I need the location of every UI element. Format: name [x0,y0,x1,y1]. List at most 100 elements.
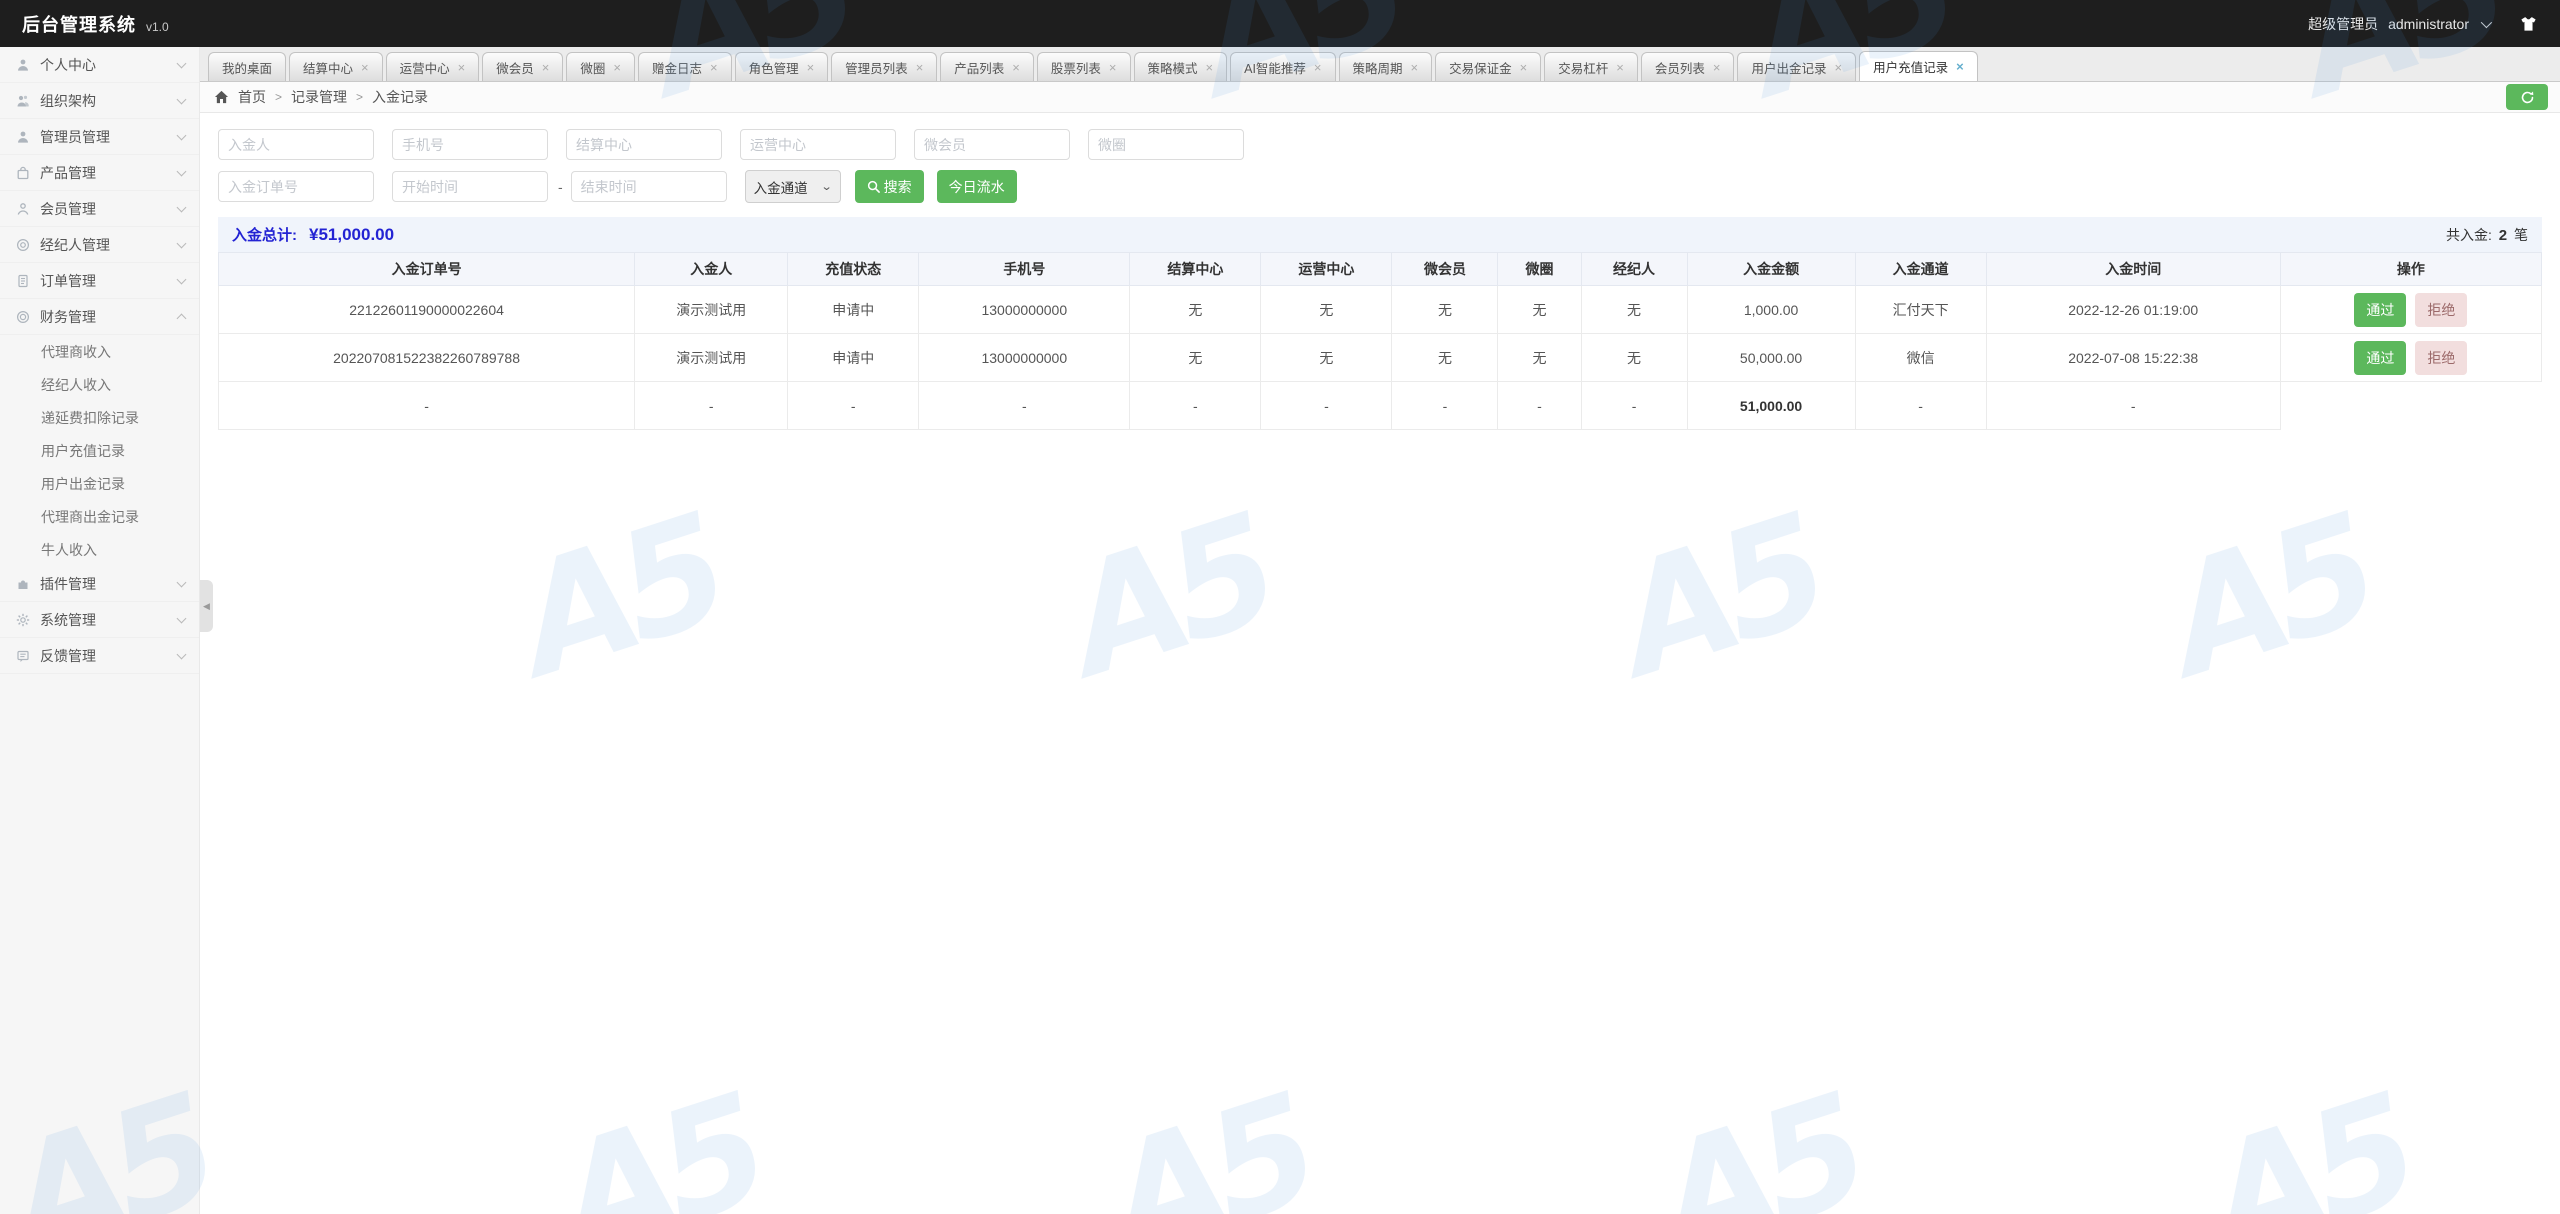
table-cell: 2022-12-26 01:19:00 [1985,285,2281,334]
theme-shirt-icon[interactable] [2519,15,2538,32]
tab-管理员列表[interactable]: 管理员列表 × [831,52,938,81]
filter-input[interactable] [740,129,896,160]
tab-close-icon[interactable]: × [1956,59,1964,74]
breadcrumb-item[interactable]: 首页 [238,89,266,105]
column-header: 结算中心 [1129,252,1262,286]
tab-结算中心[interactable]: 结算中心 × [289,52,383,81]
breadcrumb-item[interactable]: 入金记录 [372,89,429,105]
sidebar-subitem[interactable]: 递延费扣除记录 [0,401,199,434]
tab-产品列表[interactable]: 产品列表 × [940,52,1034,81]
tab-用户充值记录[interactable]: 用户充值记录 × [1859,51,1978,81]
tab-close-icon[interactable]: × [1834,59,1843,75]
tab-close-icon[interactable]: × [613,59,621,75]
tab-close-icon[interactable]: × [1108,59,1117,75]
tab-close-icon[interactable]: × [1410,59,1419,75]
refresh-button[interactable] [2506,84,2548,110]
sidebar-item-org[interactable]: 组织架构 [0,83,199,119]
tab-微会员[interactable]: 微会员 × [482,52,564,81]
tab-close-icon[interactable]: × [1519,59,1528,75]
breadcrumb-item[interactable]: 记录管理 [291,89,348,105]
tab-close-icon[interactable]: × [709,59,718,75]
tab-close-icon[interactable]: × [1012,59,1020,75]
filter-input[interactable] [914,129,1070,160]
sidebar-item-finance[interactable]: 财务管理 [0,299,199,335]
tab-AI智能推荐[interactable]: AI智能推荐 × [1230,52,1336,81]
table-cell: 22122601190000022604 [217,285,636,334]
tab-策略周期[interactable]: 策略周期 × [1338,52,1433,81]
sidebar-item-label: 插件管理 [40,575,96,592]
sidebar-item-broker[interactable]: 经纪人管理 [0,227,199,263]
sidebar-item-order[interactable]: 订单管理 [0,263,199,299]
end-time-input[interactable] [570,171,727,202]
reject-button[interactable]: 拒绝 [2415,292,2468,327]
tab-close-icon[interactable]: × [1616,59,1624,75]
finance-icon [16,309,31,324]
tab-角色管理[interactable]: 角色管理 × [734,52,829,81]
chevron-down-icon [176,58,187,68]
deposit-summary-band: 入金总计: ¥51,000.00 共入金: 2 笔 [218,217,2542,252]
sidebar-item-label: 组织架构 [40,92,96,109]
sidebar-subitem[interactable]: 代理商出金记录 [0,500,199,533]
tab-close-icon[interactable]: × [457,59,466,75]
sidebar-subitem[interactable]: 用户充值记录 [0,434,199,467]
filter-input[interactable] [392,129,548,160]
order-icon [16,273,31,288]
tab-赠金日志[interactable]: 赠金日志 × [637,52,732,81]
plugin-icon [16,576,31,591]
tab-close-icon[interactable]: × [1712,59,1721,75]
tab-交易保证金[interactable]: 交易保证金 × [1435,52,1542,81]
feedback-icon [16,648,31,663]
tab-label: 策略周期 [1352,61,1403,76]
today-flow-button[interactable]: 今日流水 [936,170,1017,203]
sidebar-item-admin[interactable]: 管理员管理 [0,119,199,155]
sidebar-item-plugin[interactable]: 插件管理 [0,566,199,602]
column-header: 运营中心 [1260,252,1393,286]
table-total-row: - - - - - - - - -51,000.00- - [217,381,2542,430]
tab-交易杠杆[interactable]: 交易杠杆 × [1544,52,1638,81]
tab-我的桌面[interactable]: 我的桌面 [208,52,287,81]
tab-股票列表[interactable]: 股票列表 × [1036,52,1131,81]
sidebar-item-label: 个人中心 [40,56,96,73]
deposit-count: 共入金: 2 笔 [2446,225,2528,245]
tab-close-icon[interactable]: × [541,59,550,75]
filter-input[interactable] [1088,129,1244,160]
table-cell: 无 [1260,285,1393,334]
order-number-input[interactable] [218,171,374,202]
sidebar-collapse-handle[interactable]: ◀ [200,580,213,632]
sidebar-subitem[interactable]: 代理商收入 [0,335,199,368]
sidebar-item-member[interactable]: 会员管理 [0,191,199,227]
sidebar-item-product[interactable]: 产品管理 [0,155,199,191]
filter-input[interactable] [218,129,374,160]
tab-close-icon[interactable]: × [361,59,369,75]
sidebar-subitem[interactable]: 牛人收入 [0,533,199,566]
chevron-up-icon [176,313,187,324]
sidebar-item-system[interactable]: 系统管理 [0,602,199,638]
tab-close-icon[interactable]: × [806,59,815,75]
sidebar-subitem[interactable]: 经纪人收入 [0,368,199,401]
filter-input[interactable] [566,129,722,160]
total-cell: - [217,381,636,430]
approve-button[interactable]: 通过 [2354,292,2407,327]
table-cell: 50,000.00 [1686,333,1856,382]
sidebar-item-feedback[interactable]: 反馈管理 [0,638,199,674]
reject-button[interactable]: 拒绝 [2415,340,2468,375]
tab-运营中心[interactable]: 运营中心 × [385,52,480,81]
sidebar-subitem[interactable]: 用户出金记录 [0,467,199,500]
table-cell: 13000000000 [918,285,1131,334]
tab-策略模式[interactable]: 策略模式 × [1133,52,1228,81]
approve-button[interactable]: 通过 [2354,340,2407,375]
tab-用户出金记录[interactable]: 用户出金记录 × [1737,52,1857,81]
tab-会员列表[interactable]: 会员列表 × [1640,52,1735,81]
start-time-input[interactable] [392,171,548,202]
search-button[interactable]: 搜索 [854,170,924,203]
tab-close-icon[interactable]: × [1205,59,1214,75]
tab-close-icon[interactable]: × [915,59,924,75]
tab-微圈[interactable]: 微圈 × [566,52,635,81]
table-row: 202207081522382260789788 演示测试用 申请中 13000000… [217,333,2543,382]
user-menu[interactable]: 超级管理员 administrator [2308,14,2538,34]
sidebar-item-user[interactable]: 个人中心 [0,47,199,83]
total-cell: - [1854,381,1987,430]
tab-close-icon[interactable]: × [1313,59,1322,75]
sidebar-item-label: 管理员管理 [40,128,110,145]
channel-select[interactable]: 入金通道 ⌄ [744,170,841,203]
